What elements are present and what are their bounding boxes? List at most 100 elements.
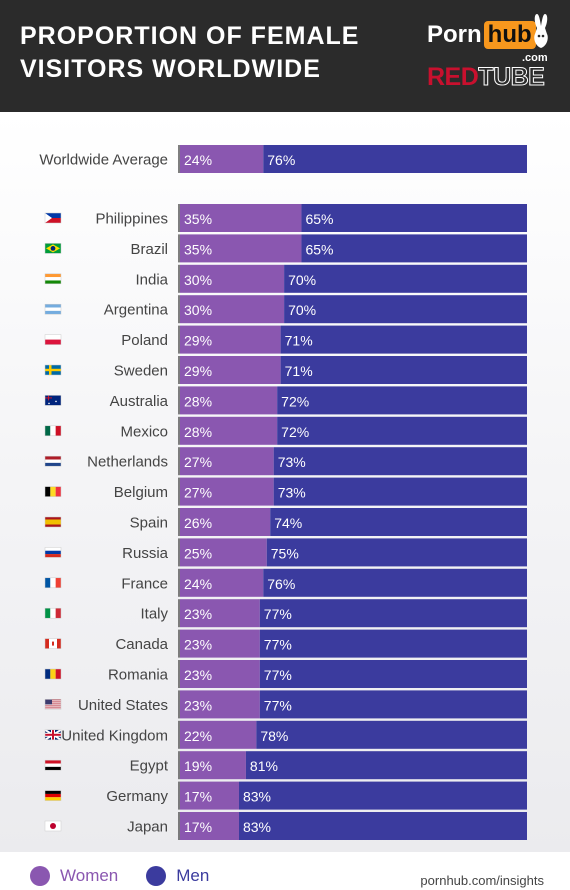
flag-stripe <box>45 702 61 704</box>
chart-row-japan: 17% 83% Japan <box>44 812 528 840</box>
bar-men-belgium <box>273 477 527 506</box>
data-label-women-germany: 17% <box>184 789 212 805</box>
flag-disc <box>50 246 56 251</box>
flag-stripe <box>55 608 61 619</box>
country-label-united-kingdom: United Kingdom <box>61 727 168 744</box>
country-label-united-states: United States <box>78 697 168 714</box>
flag-stripe <box>50 608 56 619</box>
flag-stripe <box>45 793 61 798</box>
bar-women-mexico <box>180 416 278 445</box>
chart-row-united-kingdom: 22% 78% United Kingdom <box>44 720 527 749</box>
bar-women-japan <box>180 812 239 840</box>
country-label-spain: Spain <box>130 515 168 532</box>
country-label-romania: Romania <box>108 667 169 684</box>
bar-men-sweden <box>280 356 527 384</box>
flag-stripe <box>45 339 61 345</box>
flag-stripe <box>45 766 61 771</box>
pornhub-logo: Porn hub <box>427 18 536 52</box>
flag-stripe <box>45 550 61 555</box>
canada-flag-icon <box>44 638 62 649</box>
italy-flag-icon <box>44 607 62 619</box>
russia-flag-icon <box>44 547 62 558</box>
flag-triangle <box>45 213 52 223</box>
source-credit: pornhub.com/insights <box>420 873 544 888</box>
romania-flag-icon <box>44 668 62 680</box>
legend-women-label: Women <box>60 866 119 885</box>
title-line-2: VISITORS WORLDWIDE <box>20 55 321 83</box>
flag-border <box>44 547 62 558</box>
data-label-women-mexico: 28% <box>184 424 212 440</box>
data-label-men-argentina: 70% <box>288 302 316 318</box>
egypt-flag-icon <box>44 759 62 771</box>
country-label-canada: Canada <box>115 636 168 653</box>
data-label-men-canada: 77% <box>264 637 292 653</box>
data-label-women-russia: 25% <box>184 545 212 561</box>
flag-stripe <box>55 425 61 436</box>
chart-row-worldwide-average: 24% 76% Worldwide Average <box>39 145 527 173</box>
chart-row-romania: 23% 77% Romania <box>44 660 527 688</box>
flag-stripe <box>45 638 49 649</box>
data-label-men-united-states: 77% <box>264 697 292 713</box>
flag-stripe <box>45 706 61 708</box>
data-label-men-belgium: 73% <box>278 485 306 501</box>
flag-stripe <box>45 459 61 463</box>
data-label-women-poland: 29% <box>184 333 212 349</box>
logo-porn-text: Porn <box>427 21 482 48</box>
data-label-women-belgium: 27% <box>184 485 212 501</box>
bar-women-france <box>180 568 264 597</box>
flag-stripe <box>50 425 56 436</box>
chart-row-netherlands: 27% 73% Netherlands <box>44 447 527 476</box>
flag-stripe <box>45 486 51 497</box>
bar-women-russia <box>180 538 267 567</box>
data-label-women-worldwide-average: 24% <box>184 152 212 168</box>
chart-row-russia: 25% 75% Russia <box>44 538 527 567</box>
country-label-russia: Russia <box>122 545 169 562</box>
flag-stripe <box>45 307 61 311</box>
flag-stripe <box>45 705 61 707</box>
bar-women-romania <box>180 660 260 688</box>
flag-stripe <box>45 700 61 702</box>
country-label-germany: Germany <box>106 788 168 805</box>
data-label-men-romania: 77% <box>264 667 292 683</box>
flag-stripe <box>45 425 51 436</box>
united-states-flag-icon <box>44 699 62 710</box>
netherlands-flag-icon <box>44 455 62 467</box>
bar-women-netherlands <box>180 447 274 476</box>
bar-women-brazil <box>180 234 302 263</box>
country-label-japan: Japan <box>127 819 168 836</box>
bar-men-worldwide-average <box>263 145 527 173</box>
flag-stripe <box>45 277 61 281</box>
bar-women-philippines <box>180 204 302 232</box>
bar-men-philippines <box>301 204 527 232</box>
bar-men-canada <box>259 629 527 658</box>
page-title: PROPORTION OF FEMALE VISITORS WORLDWIDE <box>20 20 400 86</box>
flag-border <box>44 303 62 315</box>
flag-border <box>44 638 62 649</box>
data-label-men-sweden: 71% <box>285 363 313 379</box>
flag-stripe <box>45 704 61 706</box>
flag-stripe <box>45 760 61 764</box>
country-label-worldwide-average: Worldwide Average <box>39 152 168 169</box>
flag-border <box>44 607 62 619</box>
flag-stripe <box>45 790 61 794</box>
stacked-bar-chart: 24% 76% Worldwide Average 35% 65% Philippines… <box>39 145 528 840</box>
bar-women-worldwide-average <box>180 145 264 173</box>
country-label-sweden: Sweden <box>114 363 168 380</box>
data-label-women-egypt: 19% <box>184 758 212 774</box>
flag-stripe <box>45 456 61 460</box>
flag-border <box>44 395 62 406</box>
flag-stripe <box>50 486 56 497</box>
logo-com-text: .com <box>522 52 548 64</box>
flag-stripe <box>45 797 61 801</box>
chart-row-united-states: 23% 77% United States <box>44 690 527 719</box>
bar-men-russia <box>266 538 527 567</box>
flag-stripe <box>55 486 61 497</box>
brazil-flag-icon <box>44 243 62 254</box>
data-label-men-philippines: 65% <box>305 211 333 227</box>
country-label-india: India <box>135 271 168 288</box>
chart-row-france: 24% 76% France <box>44 568 527 597</box>
flag-stripe <box>45 547 61 551</box>
data-label-men-spain: 74% <box>274 515 302 531</box>
country-label-poland: Poland <box>121 332 168 349</box>
flag-star <box>48 402 50 405</box>
